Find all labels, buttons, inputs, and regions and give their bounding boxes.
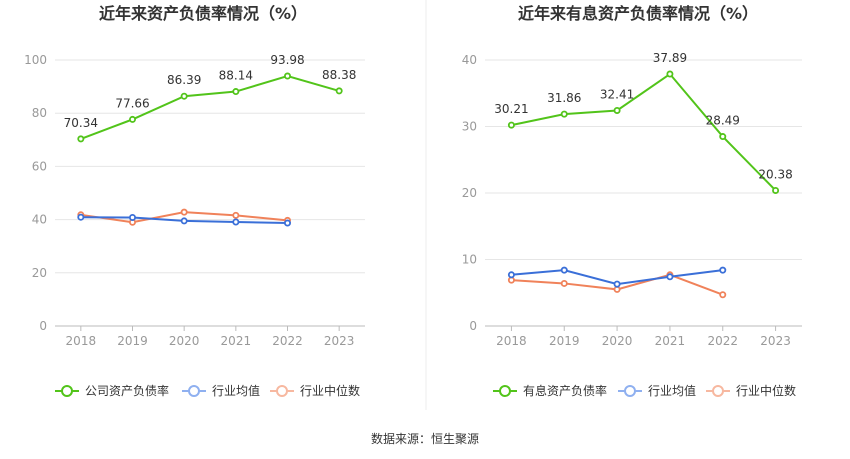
y-tick-label: 0 <box>39 319 47 333</box>
legend-item[interactable]: 有息资产负债率 <box>493 383 607 398</box>
x-tick-label: 2023 <box>760 334 791 348</box>
data-point <box>232 218 240 226</box>
legend-item[interactable]: 公司资产负债率 <box>55 383 169 398</box>
data-point <box>560 110 568 118</box>
data-point <box>613 106 621 114</box>
x-tick-label: 2020 <box>169 334 200 348</box>
data-point <box>180 92 188 100</box>
data-point <box>128 115 136 123</box>
x-tick-label: 2021 <box>655 334 686 348</box>
data-source-note: 数据来源：恒生聚源 <box>371 431 479 446</box>
data-point <box>719 266 727 274</box>
data-label: 20.38 <box>758 167 792 181</box>
y-tick-label: 60 <box>32 159 47 173</box>
data-label: 30.21 <box>494 102 528 116</box>
data-label: 28.49 <box>706 114 740 128</box>
data-label: 77.66 <box>115 96 149 110</box>
chart-title: 近年来有息资产负债率情况（%） <box>518 4 758 23</box>
x-tick-label: 2023 <box>324 334 355 348</box>
y-tick-label: 40 <box>32 213 47 227</box>
interest-bearing-debt-ratio-chart: 近年来有息资产负债率情况（%） 0 10 20 30 40 2018 2019 2020 202… <box>462 4 802 398</box>
data-point <box>232 88 240 96</box>
data-point <box>77 213 85 221</box>
data-label: 88.38 <box>322 68 356 82</box>
legend-item[interactable]: 行业均值 <box>182 383 260 398</box>
x-tick-label: 2022 <box>272 334 303 348</box>
data-label: 37.89 <box>653 51 687 65</box>
x-tick-label: 2019 <box>117 334 148 348</box>
data-label: 70.34 <box>64 116 98 130</box>
y-tick-label: 10 <box>462 253 477 267</box>
data-label: 88.14 <box>219 69 253 83</box>
data-point <box>180 208 188 216</box>
data-point <box>560 279 568 287</box>
data-point <box>507 271 515 279</box>
legend-marker <box>276 385 288 397</box>
x-tick-label: 2018 <box>66 334 97 348</box>
data-point <box>719 291 727 299</box>
y-tick-label: 80 <box>32 106 47 120</box>
legend-item[interactable]: 行业中位数 <box>270 383 360 398</box>
data-point <box>560 266 568 274</box>
data-label: 93.98 <box>270 53 304 67</box>
data-point <box>283 72 291 80</box>
data-label: 32.41 <box>600 87 634 101</box>
series-line <box>80 74 340 140</box>
legend-marker <box>624 385 636 397</box>
data-point <box>666 70 674 78</box>
legend-label: 行业中位数 <box>300 383 360 398</box>
data-point <box>772 186 780 194</box>
x-tick-label: 2021 <box>221 334 252 348</box>
legend-marker <box>188 385 200 397</box>
data-label: 31.86 <box>547 91 581 105</box>
x-tick-label: 2018 <box>496 334 527 348</box>
x-tick-label: 2020 <box>602 334 633 348</box>
y-tick-label: 20 <box>32 266 47 280</box>
y-tick-label: 40 <box>462 53 477 67</box>
x-tick-label: 2022 <box>707 334 738 348</box>
data-label: 86.39 <box>167 73 201 87</box>
data-point <box>719 133 727 141</box>
y-tick-label: 0 <box>469 319 477 333</box>
legend-label: 行业均值 <box>212 383 260 398</box>
legend-label: 行业均值 <box>648 383 696 398</box>
y-tick-label: 20 <box>462 186 477 200</box>
legend-marker <box>712 385 724 397</box>
series-line <box>511 72 777 192</box>
legend-item[interactable]: 行业中位数 <box>706 383 796 398</box>
y-tick-label: 30 <box>462 120 477 134</box>
debt-ratio-chart: 近年来资产负债率情况（%） 0 20 40 60 80 100 2018 2019 2020 20… <box>24 4 365 398</box>
legend-label: 公司资产负债率 <box>85 383 169 398</box>
legend-label: 有息资产负债率 <box>523 383 607 398</box>
legend-item[interactable]: 行业均值 <box>618 383 696 398</box>
data-point <box>666 273 674 281</box>
x-tick-label: 2019 <box>549 334 580 348</box>
legend-marker <box>499 385 511 397</box>
data-point <box>283 219 291 227</box>
y-tick-label: 100 <box>24 53 47 67</box>
data-point <box>180 217 188 225</box>
chart-title: 近年来资产负债率情况（%） <box>99 4 307 23</box>
legend-label: 行业中位数 <box>736 383 796 398</box>
data-point <box>128 213 136 221</box>
data-point <box>507 121 515 129</box>
data-point <box>335 87 343 95</box>
legend-marker <box>61 385 73 397</box>
data-point <box>613 280 621 288</box>
data-point <box>77 135 85 143</box>
data-point <box>232 211 240 219</box>
